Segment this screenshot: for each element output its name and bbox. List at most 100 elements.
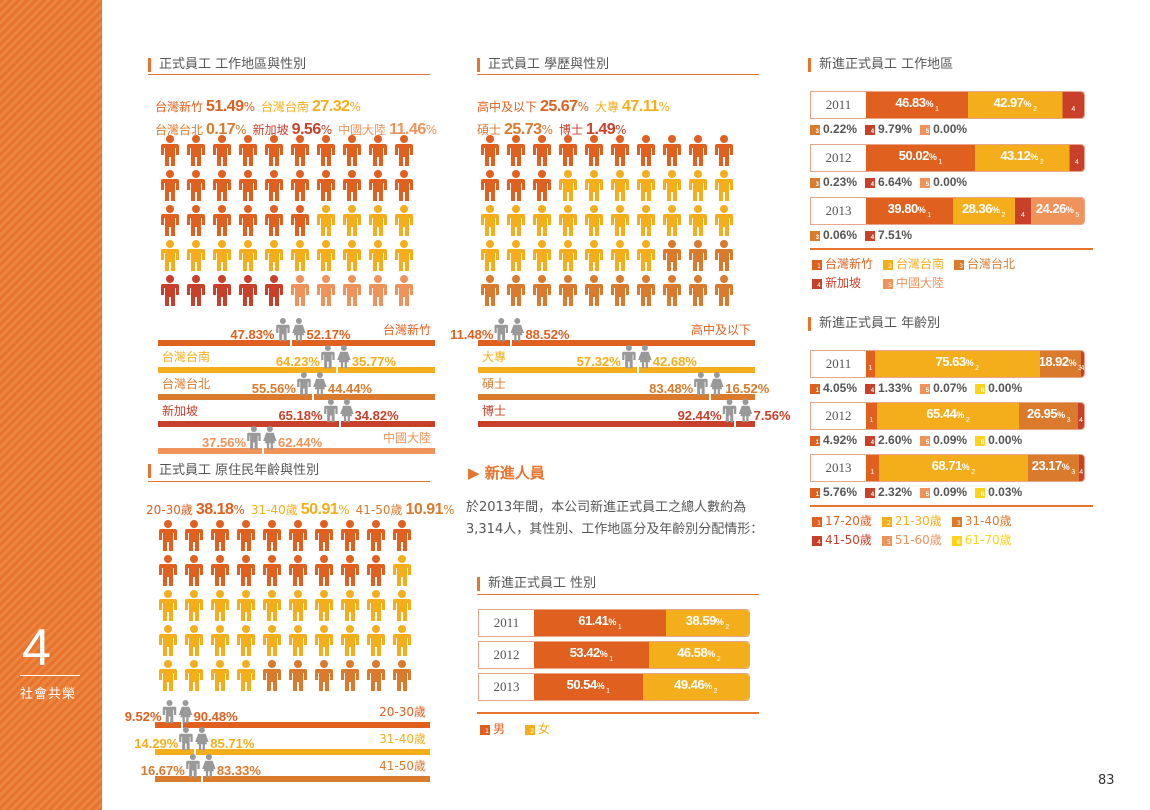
- small-value: 0.09%: [933, 485, 968, 499]
- legend-label: 41-50歲: [825, 533, 872, 547]
- man-icon: [160, 205, 180, 237]
- small-value-item: 6 0.00%: [975, 433, 1022, 447]
- bar-divider: [200, 776, 203, 782]
- man-icon: [621, 345, 637, 369]
- man-icon: [394, 240, 414, 272]
- woman-icon: [312, 372, 328, 396]
- bar-segment: 4: [1062, 92, 1084, 118]
- legend-item: 台灣台南 27.32%: [261, 98, 361, 115]
- man-icon: [636, 170, 656, 202]
- gender-bar-row: 新加坡 65.18% 34.82%: [158, 399, 435, 427]
- small-value: 0.00%: [988, 433, 1023, 447]
- man-icon: [158, 625, 178, 657]
- segment-value: 68.71%: [931, 458, 970, 473]
- segment-index: 3: [1071, 469, 1076, 476]
- legend-label: 台灣台北: [155, 123, 204, 137]
- small-value-item: 3 0.23%: [810, 175, 857, 189]
- man-icon: [532, 275, 552, 307]
- man-icon: [693, 372, 709, 396]
- bar-segment: 1: [866, 455, 879, 481]
- man-icon: [584, 170, 604, 202]
- swatch-index: 5: [925, 491, 930, 498]
- percent-sign: %: [541, 123, 553, 137]
- small-value-item: 1 5.76%: [810, 485, 857, 499]
- chapter-title: 社會共榮: [20, 687, 77, 702]
- bar-segment: 43.12% 2: [975, 145, 1070, 171]
- gender-ratio: 64.23% 35.77%: [276, 345, 396, 369]
- gender-ratio: 92.44% 7.56%: [678, 399, 791, 423]
- percent-sign: %: [1057, 410, 1065, 420]
- man-icon: [688, 135, 708, 167]
- man-icon: [316, 240, 336, 272]
- bar-segment: 39.80% 1: [866, 198, 953, 224]
- gender-bar-row: 台灣台南 64.23% 35.77%: [158, 345, 435, 373]
- small-value: 1.33%: [878, 381, 913, 395]
- man-icon: [158, 555, 178, 587]
- man-icon: [238, 170, 258, 202]
- swatch-index: 1: [817, 262, 821, 270]
- bar-segment: 4: [1069, 145, 1084, 171]
- man-icon: [212, 135, 232, 167]
- female-percent: 7.56%: [753, 408, 791, 423]
- small-value: 6.64%: [878, 175, 913, 189]
- row-label: 新加坡: [162, 404, 199, 418]
- legend-value: 10.91: [405, 501, 444, 518]
- bar-divider: [262, 448, 265, 454]
- legend-value: 38.18: [195, 501, 234, 518]
- legend-value: 27.32: [311, 98, 350, 115]
- man-icon: [314, 590, 334, 622]
- man-icon: [316, 170, 336, 202]
- segment-value: 61.41%: [578, 613, 616, 628]
- man-icon: [392, 625, 412, 657]
- man-icon: [714, 170, 734, 202]
- small-value: 7.51%: [878, 228, 913, 242]
- region-legend: 台灣新竹 51.49% 台灣台南 27.32%台灣台北 0.17% 新加坡 9.56% 中國大…: [155, 95, 445, 141]
- legend-swatch: 1: [810, 383, 820, 394]
- new-region-legend: 1 台灣新竹 2 台灣台南 3 台灣台北 4 新加坡 5 中國大陸: [812, 255, 1015, 291]
- small-value: 9.79%: [878, 122, 913, 136]
- bar-segment: 1: [866, 351, 875, 377]
- swatch-index: 1: [815, 491, 819, 498]
- segment-index: 2: [965, 417, 970, 424]
- gender-ratio: 65.18% 34.82%: [278, 399, 399, 423]
- man-icon: [238, 240, 258, 272]
- year-label: 2011: [811, 351, 866, 377]
- bar-divider: [194, 749, 197, 755]
- legend-item: 3 31-40歲: [951, 512, 1012, 529]
- legend-item: 高中及以下 25.67%: [477, 98, 589, 115]
- bar-segment: 50.02% 1: [866, 145, 976, 171]
- new-hires-paragraph: 於2013年間，本公司新進正式員工之總人數約為3,314人，其性別、工作地區分及…: [466, 500, 764, 537]
- legend-item: 6 61-70歲: [951, 531, 1012, 548]
- legend-swatch: 1: [480, 724, 490, 735]
- man-icon: [290, 135, 310, 167]
- legend-value: 25.73: [504, 121, 542, 138]
- man-icon: [392, 520, 412, 552]
- segment-index: 2: [1033, 106, 1037, 113]
- swatch-index: 1: [815, 387, 819, 394]
- small-values: 1 4.92% 4 2.60% 5 0.09% 6 0.00%: [810, 433, 1022, 447]
- man-icon: [212, 205, 232, 237]
- man-icon: [262, 660, 282, 692]
- gender-bar-row: 博士 92.44% 7.56%: [478, 399, 791, 427]
- man-icon: [610, 240, 630, 272]
- man-icon: [636, 135, 656, 167]
- man-icon: [288, 590, 308, 622]
- segment-index: 2: [725, 624, 730, 631]
- row-label: 台灣新竹: [382, 323, 431, 337]
- year-label: 2013: [479, 674, 534, 700]
- man-icon: [186, 205, 206, 237]
- legend-swatch: 5: [920, 487, 931, 498]
- percent-sign: %: [715, 617, 724, 627]
- stacked-bar-2011: 2011 61.41% 1 38.59% 2: [478, 609, 750, 637]
- edu-legend: 高中及以下 25.67% 大專 47.11%碩士 25.73% 博士 1.49%: [477, 95, 727, 141]
- man-icon: [366, 660, 386, 692]
- legend-item: 5 中國大陸: [883, 274, 944, 291]
- legend-swatch: 5: [883, 278, 894, 289]
- legend-label: 中國大陸: [338, 123, 387, 137]
- gender-ratio: 16.67% 83.33%: [141, 754, 261, 778]
- stacked-bar-2013: 2013 39.80% 1 28.36% 2 4 24.26% 5: [810, 197, 1085, 225]
- legend-label: 31-40歲: [250, 503, 298, 517]
- percent-sign: %: [1023, 99, 1032, 109]
- bar-segment: 23.17% 3: [1028, 455, 1079, 481]
- segment-value: 28.36%: [961, 201, 1000, 216]
